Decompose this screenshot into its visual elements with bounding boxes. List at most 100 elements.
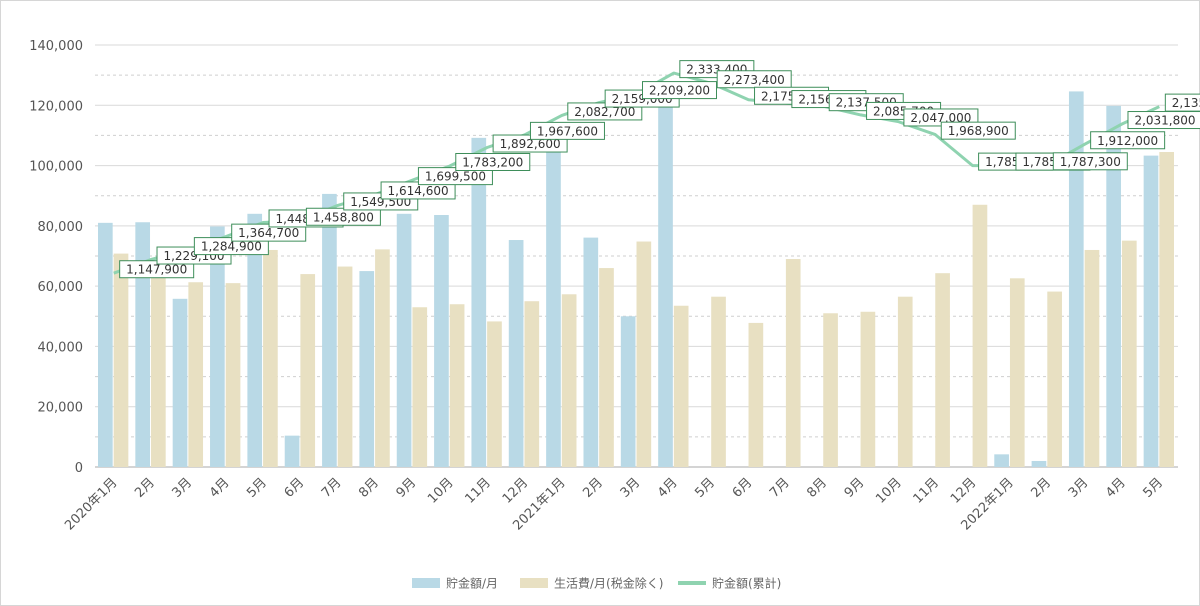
savings-bar <box>1143 155 1159 468</box>
expense-bar <box>1159 152 1174 467</box>
expense-bar <box>860 311 876 467</box>
y-tick-label: 60,000 <box>38 280 84 295</box>
x-tick-label: 10月 <box>873 475 904 506</box>
cumulative-label: 1,699,500 <box>425 170 486 184</box>
savings-bar <box>620 316 636 467</box>
savings-bar <box>658 105 673 468</box>
cumulative-label-box <box>455 152 531 171</box>
expense-bar <box>375 249 390 467</box>
expense-bar <box>113 253 129 467</box>
y-tick-label: 40,000 <box>38 340 84 355</box>
expense-bar <box>636 241 652 467</box>
expense-bar <box>673 305 689 467</box>
x-tick-label: 7月 <box>767 475 793 501</box>
cumulative-label: 1,968,900 <box>948 124 1009 138</box>
x-tick-label: 7月 <box>319 475 345 501</box>
y-tick-label: 120,000 <box>29 99 83 114</box>
savings-bar <box>994 454 1009 467</box>
legend-item[interactable]: 貯金額(累計) <box>678 576 781 591</box>
legend-label: 貯金額(累計) <box>712 576 781 591</box>
legend-item[interactable]: 生活費/月(税金除く) <box>520 576 663 591</box>
legend-label: 貯金額/月 <box>446 576 498 591</box>
x-tick-label: 5月 <box>692 475 718 501</box>
x-tick-label: 3月 <box>170 475 196 501</box>
x-tick-label: 4月 <box>1103 475 1129 501</box>
x-tick-label: 9月 <box>842 475 868 501</box>
x-tick-label: 4月 <box>207 475 233 501</box>
x-tick-label: 2月 <box>580 475 606 501</box>
expense-bar <box>225 283 241 467</box>
legend-swatch <box>520 578 548 588</box>
savings-bar <box>172 298 188 467</box>
x-tick-label: 11月 <box>462 475 493 506</box>
cumulative-label: 1,967,600 <box>537 124 598 138</box>
expense-bar <box>449 304 465 467</box>
expense-bar <box>188 282 204 467</box>
x-tick-label: 2月 <box>132 475 158 501</box>
x-tick-label: 12月 <box>500 475 531 506</box>
expense-bar <box>487 321 502 467</box>
savings-bar <box>322 193 337 468</box>
expense-bar <box>561 294 577 467</box>
savings-bar <box>434 215 449 467</box>
expense-bar <box>897 296 913 467</box>
cumulative-label: 1,614,600 <box>388 184 449 198</box>
cumulative-label-box <box>529 121 605 140</box>
legend-swatch <box>678 581 706 585</box>
cumulative-label: 2,135,000 <box>1172 96 1200 110</box>
x-tick-label: 9月 <box>394 475 420 501</box>
expense-bar <box>711 296 726 467</box>
savings-bar <box>1106 105 1121 467</box>
savings-bar <box>359 271 375 467</box>
y-tick-label: 20,000 <box>38 401 84 416</box>
cumulative-label-box <box>1090 131 1166 150</box>
savings-bar <box>210 226 225 467</box>
legend[interactable]: 貯金額/月 生活費/月(税金除く) 貯金額(累計) <box>412 576 781 591</box>
y-tick-label: 80,000 <box>38 220 84 235</box>
cumulative-label-box <box>940 121 1016 140</box>
cumulative-label: 1,892,600 <box>500 137 561 151</box>
x-tick-label: 6月 <box>282 475 308 501</box>
savings-bar <box>508 240 524 467</box>
x-tick-label: 8月 <box>356 475 382 501</box>
savings-bar <box>98 222 113 467</box>
x-tick-label: 3月 <box>1066 475 1092 501</box>
cumulative-label: 2,047,000 <box>910 111 971 125</box>
cumulative-label: 1,787,300 <box>1060 155 1121 169</box>
cumulative-label-box <box>1052 152 1128 171</box>
x-tick-label: 2020年1月 <box>62 475 120 533</box>
cumulative-label: 1,284,900 <box>201 240 262 254</box>
expense-bar <box>1009 278 1025 467</box>
cumulative-labels: 1,147,9001,229,1001,284,9001,364,7001,44… <box>119 60 1200 279</box>
expense-bar <box>748 322 764 467</box>
x-tick-label: 10月 <box>425 475 456 506</box>
savings-bar <box>471 137 487 467</box>
y-tick-label: 0 <box>75 461 83 476</box>
x-tick-label: 4月 <box>655 475 681 501</box>
expense-bar <box>151 277 166 467</box>
savings-bar <box>583 237 599 467</box>
y-tick-label: 140,000 <box>29 39 83 54</box>
x-tick-label: 5月 <box>244 475 270 501</box>
legend-swatch <box>412 578 440 588</box>
cumulative-label: 1,364,700 <box>238 226 299 240</box>
cumulative-label: 1,458,800 <box>313 210 374 224</box>
savings-bar <box>546 150 561 467</box>
cumulative-label: 2,031,800 <box>1134 114 1195 128</box>
expense-bar <box>263 249 278 467</box>
legend-label: 生活費/月(税金除く) <box>554 576 663 591</box>
expense-bar <box>337 266 353 467</box>
cumulative-label: 2,209,200 <box>649 84 710 98</box>
expense-bar <box>412 307 428 467</box>
cumulative-label: 2,273,400 <box>724 73 785 87</box>
expense-bar <box>1084 249 1100 467</box>
x-tick-label: 3月 <box>618 475 644 501</box>
savings-bar <box>247 213 263 467</box>
cumulative-label-box <box>1164 93 1200 112</box>
savings-bar <box>1031 460 1047 467</box>
legend-item[interactable]: 貯金額/月 <box>412 576 498 591</box>
expense-bar <box>524 301 540 467</box>
expense-bar <box>599 268 614 467</box>
x-tick-label: 8月 <box>804 475 830 501</box>
savings-bar <box>396 213 412 467</box>
